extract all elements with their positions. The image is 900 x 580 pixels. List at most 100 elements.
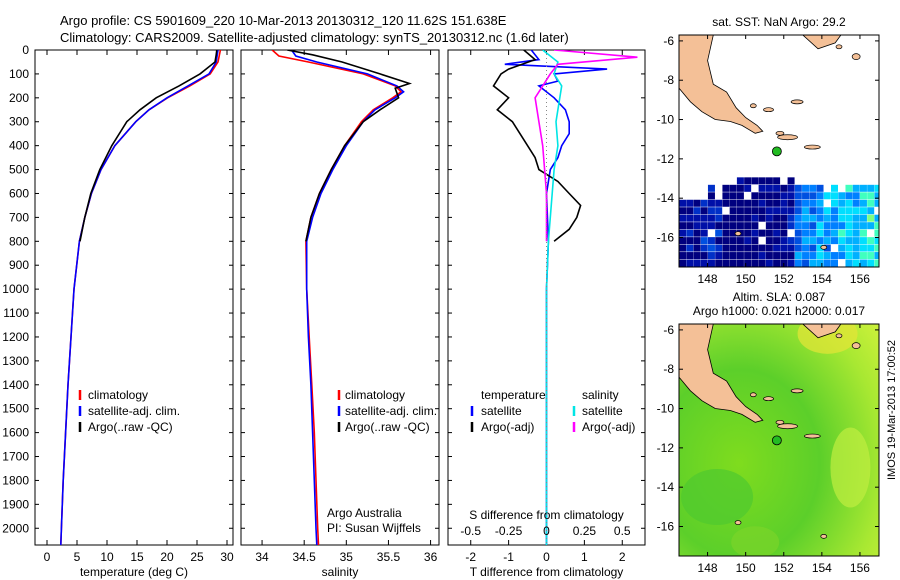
sst-pixel [773, 252, 781, 260]
sst-pixel [765, 184, 773, 192]
sst-pixel [729, 214, 737, 222]
island [763, 107, 774, 113]
sst-pixel [838, 237, 846, 245]
sst-pixel [729, 237, 737, 245]
sst-pixel [867, 252, 875, 260]
sst-pixel [773, 192, 781, 200]
sst-pixel [707, 252, 715, 260]
legend-entry: satellite-adj. clim. [345, 404, 437, 418]
sst-pixel [773, 214, 781, 222]
sst-pixel [794, 252, 802, 260]
sst-pixel [838, 244, 846, 252]
sst-pixel [765, 259, 773, 267]
sst-pixel [794, 214, 802, 222]
sst-pixel [816, 244, 824, 252]
sst-pixel [729, 229, 737, 237]
sst-pixel [787, 214, 795, 222]
sst-pixel [744, 177, 752, 185]
y-tick-label: 1700 [2, 450, 29, 464]
sst-pixel [679, 214, 686, 222]
map-title: sat. SST: NaN Argo: 29.2 [712, 15, 846, 29]
sst-pixel [787, 237, 795, 245]
x-tick-label: 0 [543, 550, 550, 564]
sst-pixel [838, 229, 846, 237]
sst-pixel [809, 222, 817, 230]
sst-pixel [773, 229, 781, 237]
sst-pixel [874, 199, 879, 207]
legend-entry: satellite [481, 404, 522, 418]
sst-pixel [823, 222, 831, 230]
lat-tick-label: -16 [657, 520, 675, 534]
island [803, 144, 821, 150]
sst-pixel [758, 192, 766, 200]
sst-pixel [679, 259, 686, 267]
sst-pixel [852, 259, 860, 267]
sst-pixel [758, 207, 766, 215]
sst-pixel [823, 244, 831, 252]
sst-pixel [845, 192, 853, 200]
sst-pixel [845, 237, 853, 245]
sst-pixel [802, 237, 810, 245]
lat-tick-label: -6 [663, 323, 674, 337]
sst-pixel [722, 237, 730, 245]
sst-pixel [874, 192, 879, 200]
sst-pixel [859, 199, 867, 207]
y-tick-label: 700 [9, 210, 29, 224]
sst-pixel [679, 237, 686, 245]
sst-pixel [845, 244, 853, 252]
sst-pixel [859, 222, 867, 230]
sst-pixel [707, 214, 715, 222]
sst-pixel [845, 229, 853, 237]
sst-pixel [736, 214, 744, 222]
island [734, 231, 742, 236]
sst-pixel [780, 192, 788, 200]
sst-pixel [852, 214, 860, 222]
series-line-argo-adj- [492, 50, 582, 242]
lon-tick-label: 156 [850, 561, 870, 575]
argo-position-marker [771, 435, 782, 446]
sst-pixel [874, 222, 879, 230]
sst-pixel [715, 222, 723, 230]
sst-pixel [765, 192, 773, 200]
y-tick-label: 1600 [2, 426, 29, 440]
sst-pixel [679, 222, 686, 230]
sst-pixel [700, 214, 708, 222]
argo-position-marker [771, 146, 782, 157]
sst-pixel [809, 184, 817, 192]
sst-pixel [874, 259, 879, 267]
sst-pixel [780, 252, 788, 260]
sst-pixel [787, 177, 795, 185]
sst-pixel [874, 214, 879, 222]
sst-pixel [729, 244, 737, 252]
sst-pixel [787, 222, 795, 230]
x-tick-label: -1 [503, 550, 514, 564]
lon-tick-label: 154 [812, 272, 832, 286]
sst-pixel [802, 192, 810, 200]
sst-pixel [831, 252, 838, 260]
sst-pixel [845, 222, 853, 230]
x-tick-label: 5 [74, 550, 81, 564]
island [820, 244, 828, 250]
sst-pixel [765, 244, 773, 252]
sst-pixel [816, 229, 824, 237]
salinity-panel: 34 34.5 35 35.5 36 salinity climatology satelli… [240, 49, 440, 579]
sst-pixel [707, 192, 715, 200]
sst-pixel [715, 229, 723, 237]
sst-pixel [729, 207, 737, 215]
legend-entry: temperature [481, 388, 546, 402]
sst-pixel [700, 244, 708, 252]
sst-pixel [758, 259, 766, 267]
sst-pixel [852, 222, 860, 230]
sst-pixel [838, 192, 846, 200]
sst-pixel [874, 237, 879, 245]
sst-pixel [816, 207, 824, 215]
sst-pixel [802, 229, 810, 237]
x-tick-label: 20 [160, 550, 174, 564]
temperature-panel: 0 5 10 15 20 25 300100200300400500600700800900… [2, 43, 234, 579]
sst-pixel [751, 244, 759, 252]
sst-pixel [859, 214, 867, 222]
sst-pixel [794, 229, 802, 237]
x-tick-label: 0 [44, 550, 51, 564]
x-top-axis-label: S difference from climatology [469, 508, 624, 522]
y-tick-label: 200 [9, 91, 29, 105]
